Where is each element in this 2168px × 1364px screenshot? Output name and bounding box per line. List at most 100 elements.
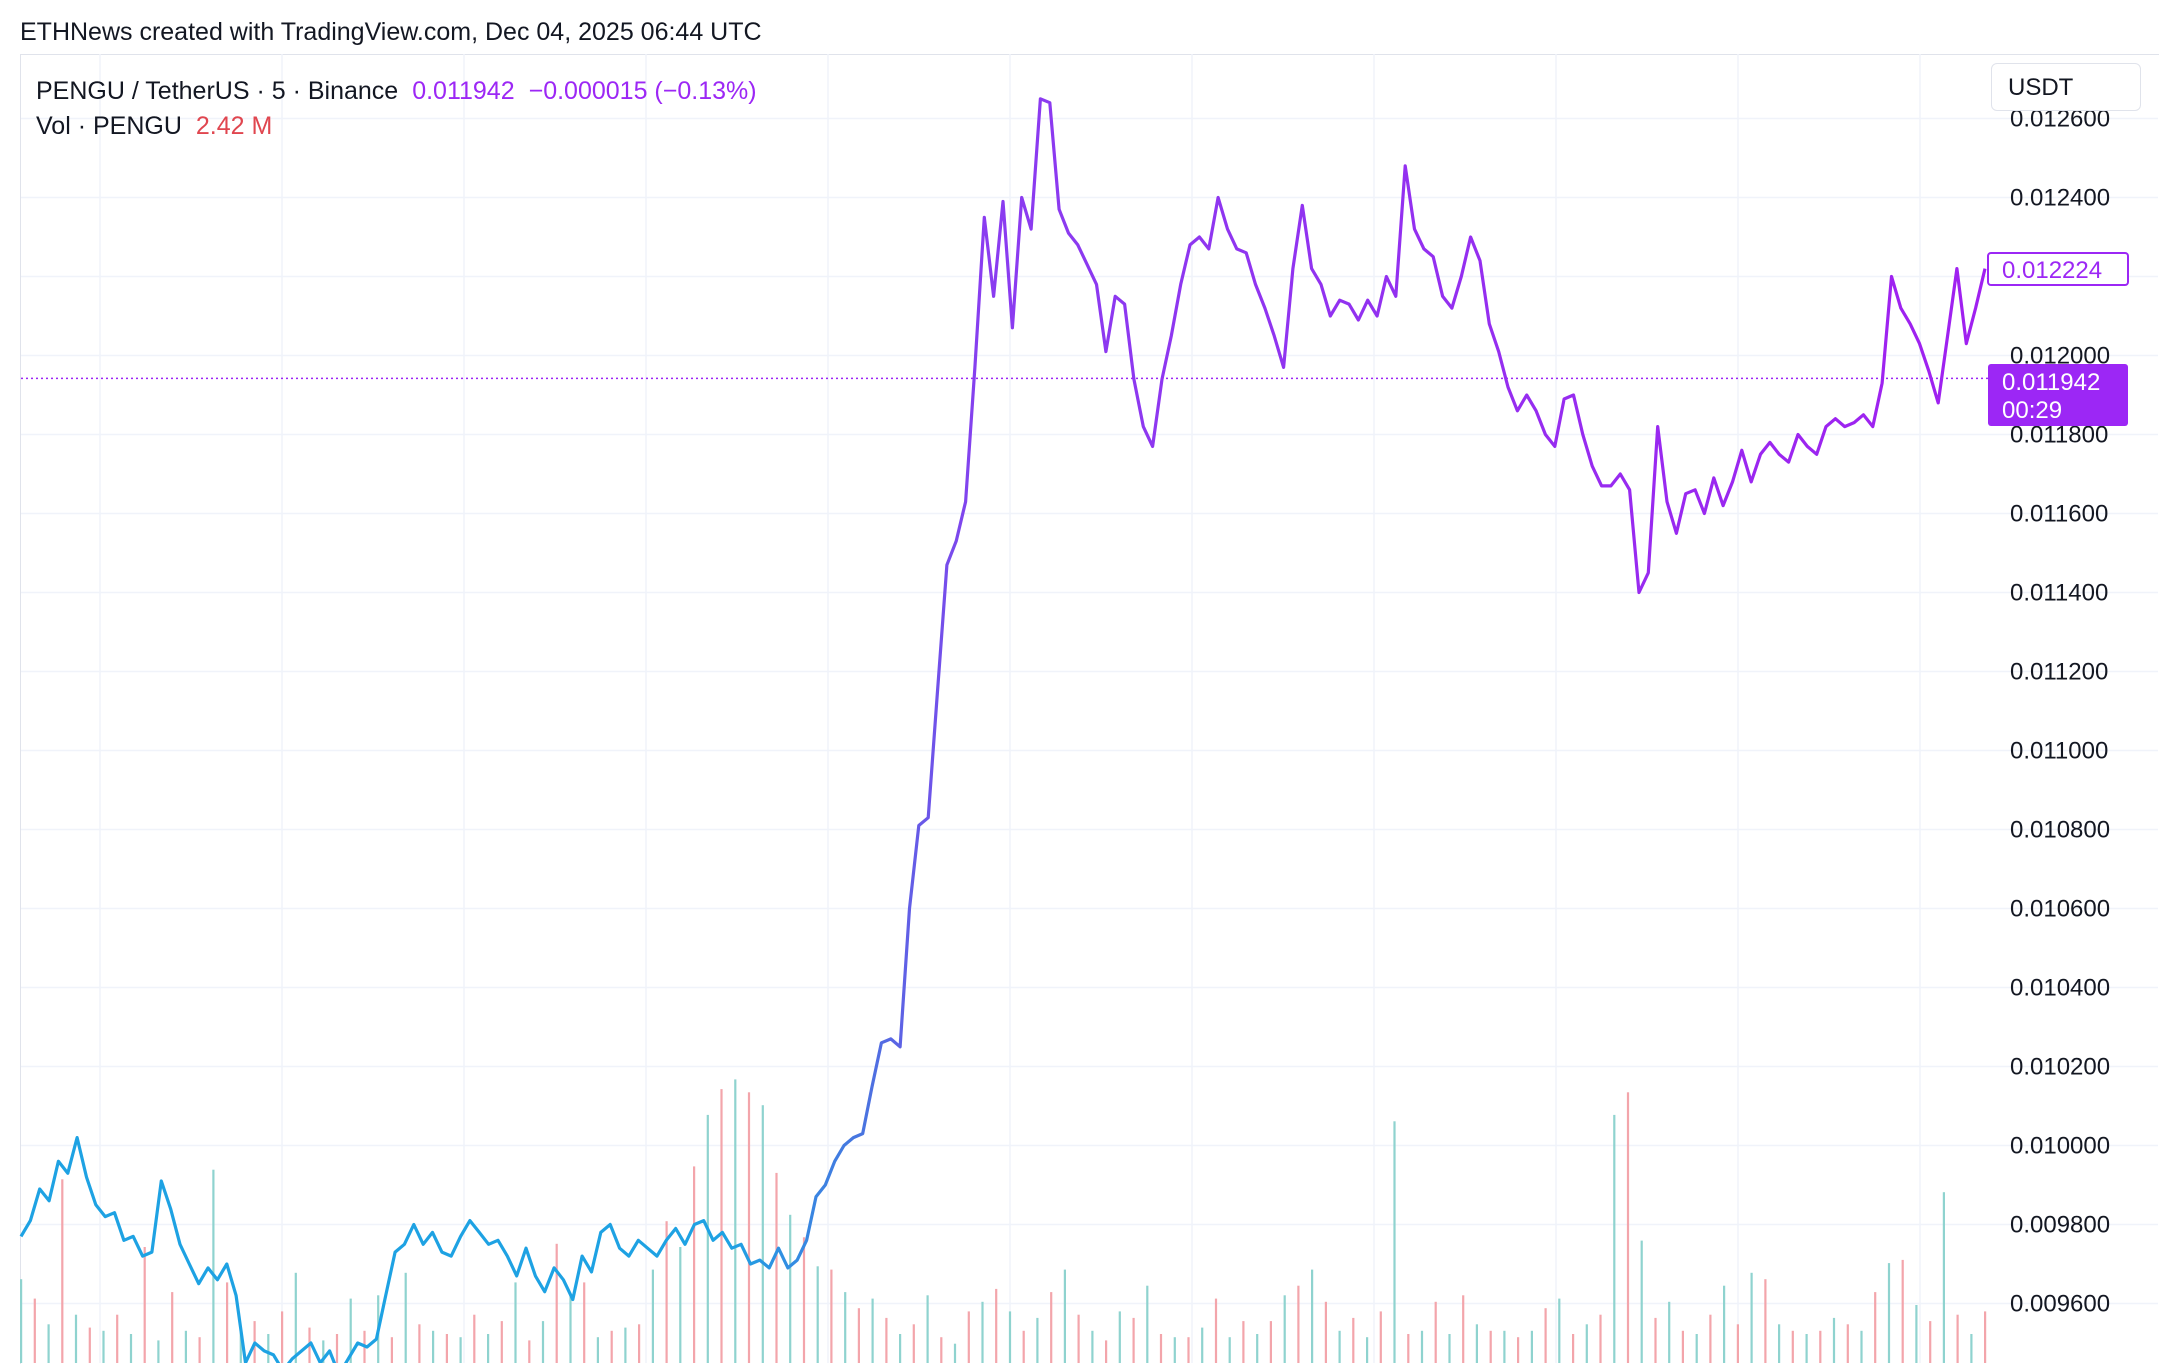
volume-bar [953, 1343, 957, 1363]
volume-bar [1503, 1330, 1506, 1363]
volume-bar [61, 1179, 64, 1363]
volume-bar [1077, 1314, 1080, 1363]
volume-bar [1091, 1330, 1094, 1363]
volume-bar [404, 1272, 407, 1363]
price-tick-label: 0.010400 [2010, 975, 2110, 1002]
price-axis: 0.0126000.0124000.0122000.0120000.011800… [2010, 106, 2110, 1318]
volume-bar [651, 1269, 654, 1363]
high-marker-badge: 0.012224 [1987, 252, 2129, 286]
symbol-row: PENGU / TetherUS · 5 · Binance 0.011942 … [36, 74, 757, 109]
volume-bar [899, 1334, 902, 1363]
volume-bar [116, 1314, 119, 1363]
currency-unit-selector[interactable]: USDT [1991, 63, 2141, 111]
volume-bar [1832, 1317, 1836, 1363]
volume-bar [1805, 1334, 1808, 1363]
volume-bar [1269, 1321, 1272, 1363]
volume-bar [1791, 1330, 1794, 1363]
high-marker-value: 0.012224 [2002, 257, 2102, 284]
volume-bar [1723, 1285, 1726, 1363]
price-tick-label: 0.011000 [2010, 738, 2108, 765]
volume-bar [1159, 1334, 1163, 1363]
chart-legend: PENGU / TetherUS · 5 · Binance 0.011942 … [36, 74, 757, 144]
volume-bar [1558, 1298, 1561, 1363]
volume-bar [1572, 1334, 1575, 1363]
volume-bar [281, 1311, 284, 1363]
volume-bar [1379, 1311, 1382, 1363]
volume-bar [1901, 1259, 1904, 1363]
volume-bar [1489, 1330, 1492, 1363]
volume-bar [1008, 1311, 1012, 1363]
last-price-value: 0.011942 [2002, 369, 2100, 396]
volume-bar [638, 1324, 641, 1363]
volume-bar [1585, 1324, 1588, 1363]
legend-change: −0.000015 (−0.13%) [528, 77, 757, 105]
volume-bar [596, 1337, 599, 1363]
volume-bar [1764, 1279, 1767, 1363]
volume-bar [1132, 1317, 1135, 1363]
price-tick-label: 0.010800 [2010, 817, 2110, 844]
volume-bar [1118, 1311, 1121, 1363]
volume-bar [157, 1340, 160, 1363]
volume-row: Vol · PENGU 2.42 M [36, 109, 757, 144]
volume-bar [816, 1266, 819, 1363]
volume-bar [1681, 1330, 1684, 1363]
volume-bar [1984, 1311, 1987, 1363]
volume-bar [33, 1298, 36, 1363]
volume-bar [926, 1295, 929, 1363]
volume-bar [1228, 1337, 1231, 1363]
volume-bar [322, 1340, 325, 1363]
volume-bar [198, 1337, 201, 1363]
volume-bar [1063, 1269, 1066, 1363]
price-tick-label: 0.011600 [2010, 501, 2108, 528]
volume-bar [761, 1105, 764, 1363]
volume-bar [1819, 1330, 1822, 1363]
volume-bar [1736, 1324, 1739, 1363]
volume-bar [1214, 1298, 1218, 1363]
volume-bar [1778, 1324, 1781, 1363]
volume-bar [1105, 1340, 1108, 1363]
volume-bar [129, 1334, 133, 1363]
volume-bar [349, 1298, 352, 1363]
volume-bar [789, 1214, 792, 1363]
volume-bar [747, 1092, 751, 1363]
volume-bar [1599, 1314, 1602, 1363]
volume-bar [569, 1295, 572, 1363]
volume-bar [184, 1330, 187, 1363]
volume-bar [418, 1324, 421, 1363]
volume-bar [1942, 1192, 1945, 1363]
volume-bar [473, 1314, 476, 1363]
volume-bar [940, 1337, 943, 1363]
volume-bar [88, 1327, 91, 1363]
volume-bar [1860, 1330, 1863, 1363]
volume-bar [885, 1317, 888, 1363]
volume-bar [995, 1288, 998, 1363]
price-tick-label: 0.011200 [2010, 659, 2108, 686]
volume-bar [445, 1334, 448, 1363]
volume-bar [487, 1334, 490, 1363]
volume-bar [1709, 1314, 1712, 1363]
volume-bar [1448, 1334, 1451, 1363]
volume-bar [1750, 1272, 1753, 1363]
symbol-label[interactable]: PENGU / TetherUS · 5 · Binance [36, 77, 399, 105]
volume-bar [294, 1272, 297, 1363]
price-tick-label: 0.012400 [2010, 185, 2110, 212]
volume-bar [1256, 1334, 1259, 1363]
price-tick-label: 0.009800 [2010, 1212, 2110, 1239]
volume-bar [665, 1221, 668, 1363]
legend-last-price: 0.011942 [412, 77, 515, 105]
volume-bar [1283, 1295, 1286, 1363]
volume-bar [102, 1330, 105, 1363]
volume-bar [541, 1321, 545, 1363]
volume-bar [528, 1340, 531, 1363]
volume-bar [981, 1301, 984, 1363]
volume-label[interactable]: Vol · PENGU [36, 112, 182, 140]
volume-bar [1338, 1330, 1341, 1363]
volume-bar [226, 1282, 229, 1363]
volume-bar [1187, 1337, 1190, 1363]
volume-bar [1462, 1295, 1465, 1363]
volume-bar [1970, 1334, 1973, 1363]
volume-bar [844, 1292, 847, 1363]
chart-frame[interactable] [20, 54, 2159, 1364]
volume-bar [610, 1330, 613, 1363]
